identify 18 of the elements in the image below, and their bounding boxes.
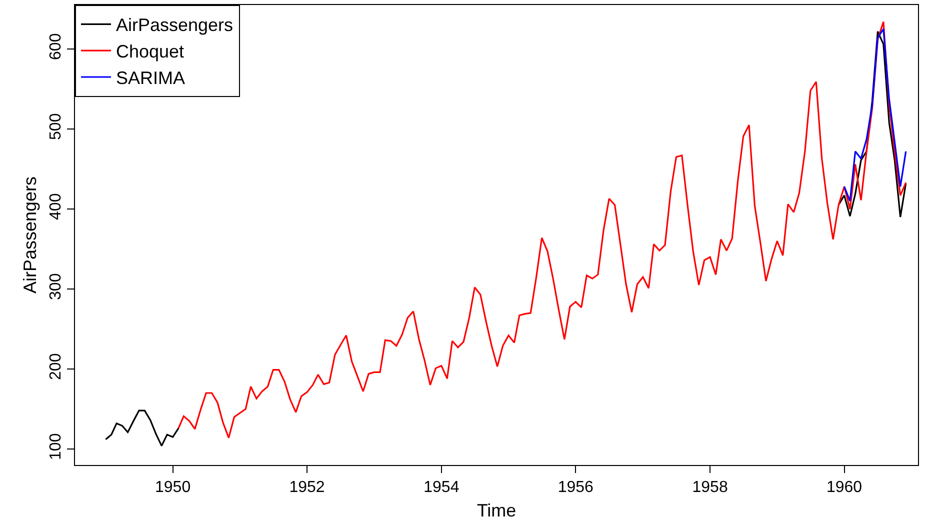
x-tick-label: 1950 — [155, 479, 191, 496]
x-tick-label: 1960 — [826, 479, 862, 496]
y-axis-title: AirPassengers — [20, 176, 40, 294]
y-tick-label: 600 — [48, 33, 65, 60]
x-tick-label: 1956 — [558, 479, 594, 496]
legend-label: SARIMA — [116, 68, 186, 88]
legend-label: AirPassengers — [116, 15, 234, 36]
x-tick-label: 1954 — [424, 479, 460, 496]
y-tick-label: 500 — [48, 113, 65, 140]
x-axis-title: Time — [476, 500, 516, 520]
y-tick-label: 300 — [48, 273, 65, 300]
y-tick-label: 400 — [48, 193, 65, 220]
legend-label: Choquet — [116, 42, 184, 62]
x-tick-label: 1952 — [289, 479, 325, 496]
x-tick-label: 1958 — [692, 479, 728, 496]
y-tick-label: 200 — [48, 353, 65, 380]
y-tick-label: 100 — [48, 433, 65, 460]
line-series — [843, 28, 907, 202]
